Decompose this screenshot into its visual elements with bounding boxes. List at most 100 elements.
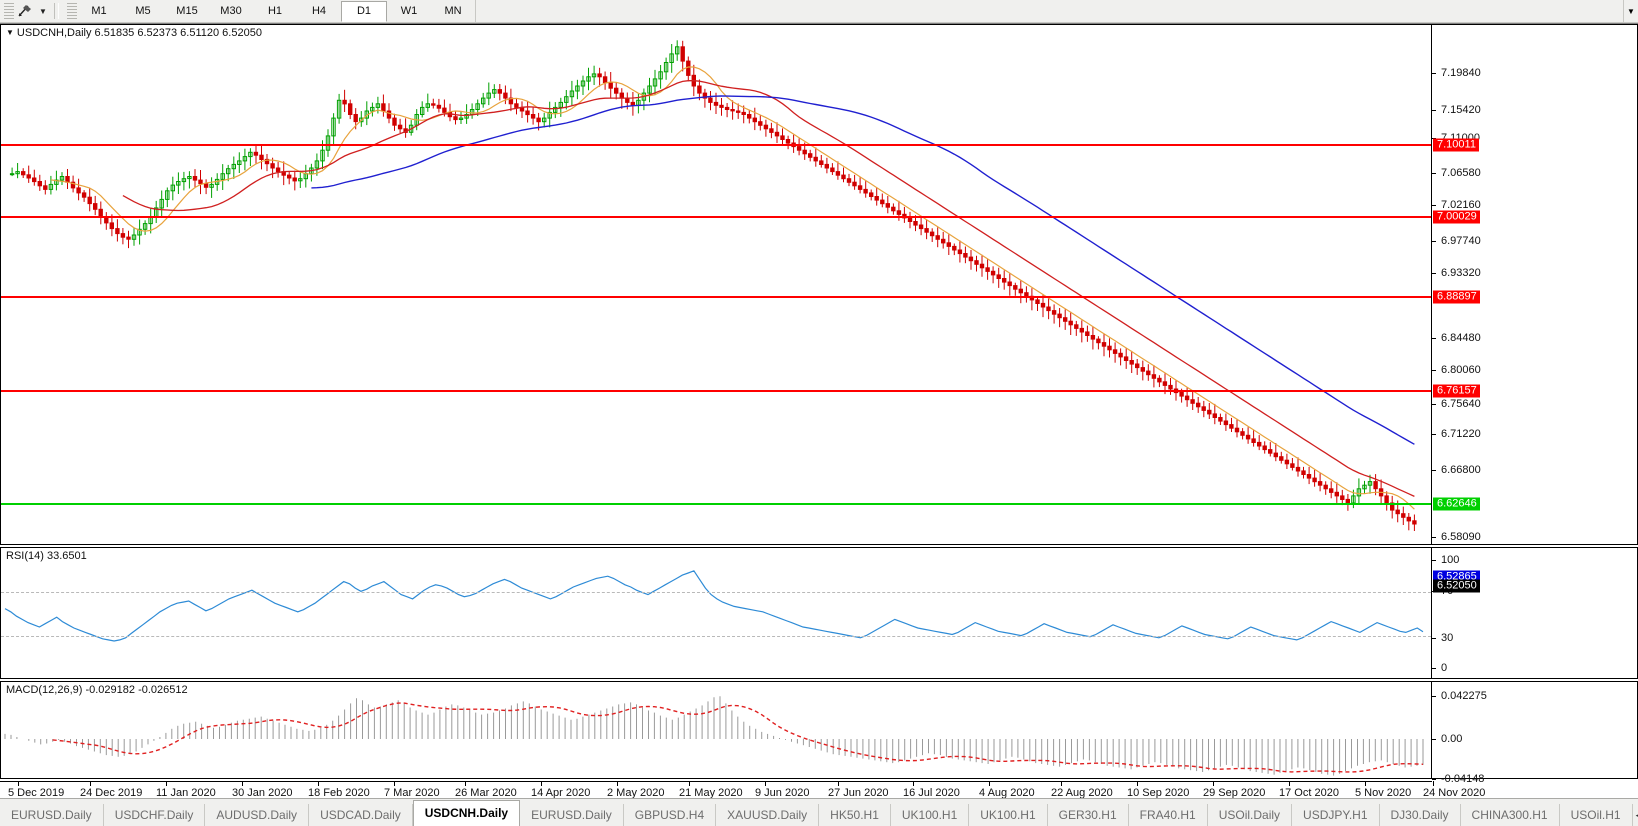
toolbar-drag-handle[interactable] [4,2,14,20]
timeframe-m30[interactable]: M30 [220,5,242,17]
toolbar-expand-icon[interactable]: ▼ [1623,0,1638,22]
macd-axis[interactable]: 0.042275 0.00 -0.04148 [1431,682,1637,785]
rsi-plot[interactable] [1,548,1431,678]
time-axis[interactable]: 5 Dec 2019 24 Dec 2019 11 Jan 2020 30 Jan 2… [0,781,1638,805]
time-tick [465,781,466,786]
macd-tick: 0.00 [1432,733,1462,745]
level-line-6.88897[interactable] [1,296,1431,298]
tab-scroll-controls: ◀▶ [1633,804,1638,826]
rsi-axis[interactable]: 10070300 [1431,548,1637,678]
price-tick: 6.93320 [1432,267,1481,279]
macd-plot[interactable] [1,682,1431,778]
time-tick [1289,781,1290,786]
rsi-tick: 100 [1432,554,1459,566]
time-label: 4 Aug 2020 [979,787,1035,799]
rsi-level-70 [1,592,1431,594]
level-line-6.76157[interactable] [1,390,1431,392]
chart-tab-eurusd-daily[interactable]: EURUSD.Daily [520,804,624,826]
time-tick [1061,781,1062,786]
level-line-7.10011[interactable] [1,144,1431,146]
time-label: 26 Mar 2020 [455,787,517,799]
triangle-down-icon[interactable]: ▼ [6,28,14,37]
chart-tab-usdjpy-h1[interactable]: USDJPY.H1 [1292,804,1380,826]
level-label-7.10011[interactable]: 7.10011 [1433,138,1479,152]
chart-tab-hk50-h1[interactable]: HK50.H1 [819,804,891,826]
chart-tab-uk100-h1[interactable]: UK100.H1 [891,804,970,826]
time-tick [541,781,542,786]
time-tick [90,781,91,786]
time-label: 18 Feb 2020 [308,787,370,799]
price-tick: 7.02160 [1432,199,1481,211]
chart-tab-audusd-daily[interactable]: AUDUSD.Daily [205,804,310,826]
price-plot[interactable] [1,25,1431,544]
price-tick: 6.84480 [1432,332,1481,344]
timeframe-h1[interactable]: H1 [267,5,283,17]
timeframe-w1[interactable]: W1 [400,5,418,17]
time-tick [18,781,19,786]
chart-tab-usoil-h1[interactable]: USOil.H1 [1560,804,1633,826]
chart-tab-uk100-h1[interactable]: UK100.H1 [969,804,1048,826]
timeframe-m1[interactable]: M1 [91,5,107,17]
time-label: 21 May 2020 [679,787,743,799]
level-label-6.76157[interactable]: 6.76157 [1433,384,1480,398]
level-label-6.62646[interactable]: 6.62646 [1433,497,1480,511]
chart-tab-eurusd-daily[interactable]: EURUSD.Daily [0,804,104,826]
time-tick [689,781,690,786]
main-toolbar: ▼ M1 M5 M15 M30 H1 H4 D1 W1 MN ▼ [0,0,1638,23]
time-tick [989,781,990,786]
time-tick [913,781,914,786]
timeframe-drag-handle[interactable] [67,2,77,20]
crosshair-cursor-icon[interactable] [14,1,36,21]
macd-pane[interactable]: MACD(12,26,9) -0.029182 -0.026512 0.0422… [0,681,1638,785]
level-label-7.00029[interactable]: 7.00029 [1433,210,1480,224]
time-label: 24 Nov 2020 [1423,787,1486,799]
timeframe-m15[interactable]: M15 [176,5,198,17]
chart-tab-usdcad-daily[interactable]: USDCAD.Daily [309,804,413,826]
time-tick [1365,781,1366,786]
price-tick: 6.97740 [1432,235,1481,247]
current-price-label: 6.52050 [1433,579,1480,593]
price-axis[interactable]: 7.198407.154207.110007.065807.021606.977… [1431,25,1637,607]
chevron-down-icon[interactable]: ▼ [39,6,47,16]
time-label: 17 Oct 2020 [1279,787,1339,799]
time-tick [242,781,243,786]
chart-tab-china300-h1[interactable]: CHINA300.H1 [1461,804,1560,826]
time-label: 5 Dec 2019 [8,787,65,799]
rsi-tick: 30 [1432,632,1453,644]
rsi-pane[interactable]: RSI(14) 33.6501 10070300 [0,547,1638,679]
time-tick [765,781,766,786]
time-label: 22 Aug 2020 [1051,787,1113,799]
timeframe-mn[interactable]: MN [444,5,462,17]
time-tick [1137,781,1138,786]
level-line-6.62646[interactable] [1,503,1431,505]
time-tick [617,781,618,786]
time-tick [1213,781,1214,786]
time-label: 30 Jan 2020 [232,787,293,799]
rsi-title: RSI(14) 33.6501 [6,550,87,562]
timeframe-d1[interactable]: D1 [341,0,387,22]
chart-tab-usoil-daily[interactable]: USOil.Daily [1208,804,1293,826]
price-tick: 7.19840 [1432,67,1481,79]
level-line-7.00029[interactable] [1,216,1431,218]
level-label-6.88897[interactable]: 6.88897 [1433,290,1480,304]
time-label: 29 Sep 2020 [1203,787,1266,799]
time-label: 2 May 2020 [607,787,665,799]
time-tick [838,781,839,786]
chart-tab-usdcnh-daily[interactable]: USDCNH.Daily [412,800,521,826]
timeframe-h4[interactable]: H4 [311,5,327,17]
time-tick [394,781,395,786]
chart-tab-dj30-daily[interactable]: DJ30.Daily [1380,804,1461,826]
time-label: 16 Jul 2020 [903,787,960,799]
chart-tab-fra40-h1[interactable]: FRA40.H1 [1129,804,1208,826]
time-tick [1433,781,1434,786]
chart-tab-xauusd-daily[interactable]: XAUUSD.Daily [716,804,820,826]
timeframe-m5[interactable]: M5 [135,5,151,17]
chart-tab-usdchf-daily[interactable]: USDCHF.Daily [104,804,206,826]
chart-tab-ger30-h1[interactable]: GER30.H1 [1048,804,1129,826]
chevron-left-icon[interactable]: ◀ [1636,810,1638,821]
time-label: 11 Jan 2020 [156,787,216,799]
price-pane[interactable]: ▼ USDCNH,Daily 6.51835 6.52373 6.51120 6.… [0,24,1638,607]
price-tick: 6.71220 [1432,428,1481,440]
time-label: 24 Dec 2019 [80,787,143,799]
chart-tab-gbpusd-h4[interactable]: GBPUSD.H4 [624,804,717,826]
